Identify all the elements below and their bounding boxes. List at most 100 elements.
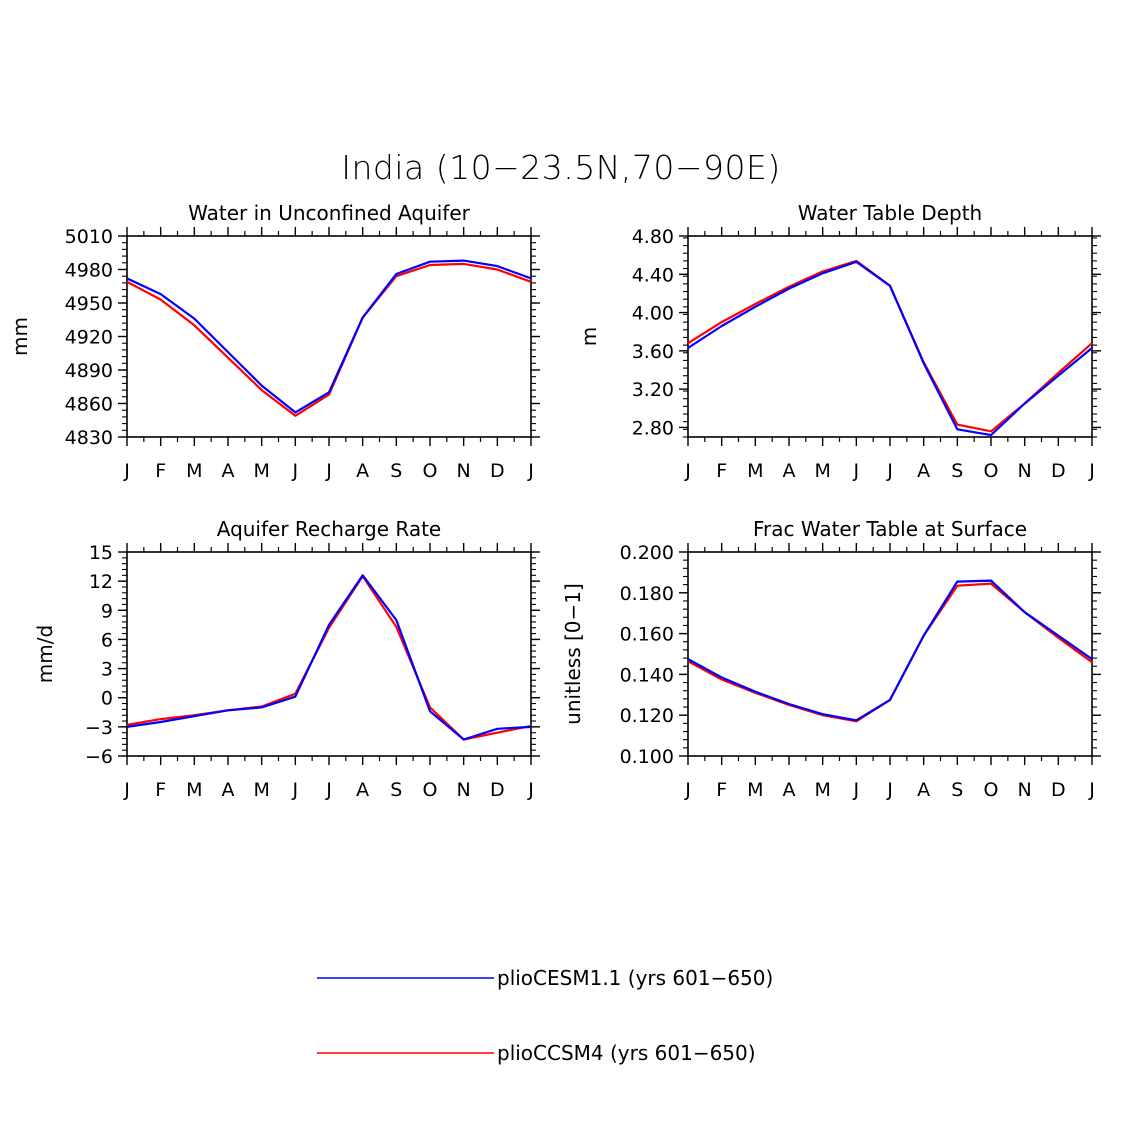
x-tick-label: A bbox=[917, 779, 930, 801]
x-tick-label: J bbox=[123, 779, 130, 801]
x-tick-label: J bbox=[1088, 460, 1095, 482]
y-tick-label: 4830 bbox=[65, 427, 113, 449]
x-tick-label: J bbox=[325, 779, 332, 801]
panel-title: Water in Unconfined Aquifer bbox=[188, 201, 471, 225]
y-tick-label: 4950 bbox=[65, 293, 113, 315]
x-tick-label: J bbox=[886, 460, 893, 482]
y-tick-label: 0.120 bbox=[620, 705, 674, 727]
x-tick-label: D bbox=[490, 779, 505, 801]
x-tick-label: J bbox=[292, 779, 299, 801]
y-tick-label: 3 bbox=[101, 659, 113, 681]
y-tick-label: 4980 bbox=[65, 260, 113, 282]
legend-item: plioCESM1.1 (yrs 601−650) bbox=[317, 966, 773, 990]
x-tick-label: O bbox=[423, 460, 438, 482]
y-tick-label: 15 bbox=[89, 542, 113, 564]
x-tick-label: N bbox=[1018, 460, 1032, 482]
x-tick-label: J bbox=[853, 779, 860, 801]
x-tick-label: M bbox=[747, 779, 763, 801]
y-tick-label: 4.80 bbox=[632, 226, 674, 248]
x-tick-label: A bbox=[917, 460, 930, 482]
y-tick-label: 0.200 bbox=[620, 542, 674, 564]
y-tick-label: 3.60 bbox=[632, 341, 674, 363]
y-tick-label: 4860 bbox=[65, 394, 113, 416]
x-tick-label: F bbox=[155, 460, 166, 482]
legend-label: plioCCSM4 (yrs 601−650) bbox=[497, 1041, 756, 1065]
series-line-plioccsm4 bbox=[126, 262, 532, 417]
legend: plioCESM1.1 (yrs 601−650) plioCCSM4 (yrs … bbox=[317, 966, 773, 1065]
plot-frame bbox=[687, 551, 1093, 757]
y-tick-label: −6 bbox=[85, 746, 113, 768]
x-tick-label: S bbox=[951, 779, 963, 801]
y-tick-label: 4.40 bbox=[632, 264, 674, 286]
x-tick-label: M bbox=[253, 779, 269, 801]
x-tick-label: N bbox=[1018, 779, 1032, 801]
panel-title: Frac Water Table at Surface bbox=[753, 517, 1027, 541]
series-line-pliocesm1-1 bbox=[687, 260, 1093, 437]
x-tick-label: J bbox=[886, 779, 893, 801]
x-tick-label: J bbox=[292, 460, 299, 482]
x-tick-label: S bbox=[390, 779, 402, 801]
y-axis-label: m bbox=[577, 327, 601, 346]
series-line-pliocesm1-1 bbox=[126, 259, 532, 414]
y-tick-label: 0.160 bbox=[620, 624, 674, 646]
y-axis-label: mm bbox=[8, 317, 32, 356]
panel-4: J F M A M J J A S O N D J0.1000.1200.1400.1600.1800.… bbox=[561, 517, 1101, 801]
x-tick-label: M bbox=[814, 779, 830, 801]
y-tick-label: 12 bbox=[89, 571, 113, 593]
x-tick-label: S bbox=[951, 460, 963, 482]
y-tick-label: 4.00 bbox=[632, 303, 674, 325]
x-tick-label: J bbox=[1088, 779, 1095, 801]
plot-frame bbox=[126, 235, 532, 438]
y-tick-label: 2.80 bbox=[632, 417, 674, 439]
series-line-plioccsm4 bbox=[126, 575, 532, 741]
plot-frame bbox=[126, 551, 532, 757]
x-tick-label: A bbox=[783, 460, 796, 482]
x-tick-label: M bbox=[186, 460, 202, 482]
panel-1: J F M A M J J A S O N D J483048604890492049504980501… bbox=[8, 201, 540, 482]
x-tick-label: D bbox=[1051, 460, 1066, 482]
x-tick-label: D bbox=[490, 460, 505, 482]
y-tick-label: 4920 bbox=[65, 327, 113, 349]
y-tick-label: 0.180 bbox=[620, 583, 674, 605]
y-tick-label: 5010 bbox=[65, 226, 113, 248]
y-tick-label: 0.140 bbox=[620, 664, 674, 686]
x-tick-label: J bbox=[684, 779, 691, 801]
plot-frame bbox=[687, 235, 1093, 438]
x-tick-label: F bbox=[716, 779, 727, 801]
y-tick-label: 3.20 bbox=[632, 379, 674, 401]
x-tick-label: M bbox=[814, 460, 830, 482]
series-line-pliocesm1-1 bbox=[687, 579, 1093, 722]
x-tick-label: O bbox=[984, 779, 999, 801]
y-axis-label: mm/d bbox=[33, 625, 57, 683]
x-tick-label: J bbox=[684, 460, 691, 482]
x-tick-label: J bbox=[123, 460, 130, 482]
x-tick-label: S bbox=[390, 460, 402, 482]
x-tick-label: F bbox=[716, 460, 727, 482]
y-axis-label: unitless [0−1] bbox=[561, 583, 585, 725]
x-tick-label: O bbox=[423, 779, 438, 801]
series-line-pliocesm1-1 bbox=[126, 574, 532, 741]
x-tick-label: N bbox=[457, 779, 471, 801]
y-tick-label: 4890 bbox=[65, 360, 113, 382]
x-tick-label: A bbox=[783, 779, 796, 801]
x-tick-label: J bbox=[325, 460, 332, 482]
x-tick-label: M bbox=[253, 460, 269, 482]
legend-label: plioCESM1.1 (yrs 601−650) bbox=[497, 966, 773, 990]
x-tick-label: J bbox=[853, 460, 860, 482]
y-tick-label: 6 bbox=[101, 629, 113, 651]
x-tick-label: A bbox=[222, 779, 235, 801]
chart-panels: J F M A M J J A S O N D J483048604890492049504980501… bbox=[8, 201, 1101, 801]
x-tick-label: O bbox=[984, 460, 999, 482]
y-tick-label: 0 bbox=[101, 688, 113, 710]
x-tick-label: A bbox=[356, 779, 369, 801]
x-tick-label: F bbox=[155, 779, 166, 801]
panel-2: J F M A M J J A S O N D J2.803.203.604.004.404.80Wat… bbox=[577, 201, 1101, 482]
panel-title: Aquifer Recharge Rate bbox=[217, 517, 442, 541]
x-tick-label: N bbox=[457, 460, 471, 482]
y-tick-label: −3 bbox=[85, 717, 113, 739]
panel-title: Water Table Depth bbox=[798, 201, 982, 225]
x-tick-label: M bbox=[186, 779, 202, 801]
legend-item: plioCCSM4 (yrs 601−650) bbox=[317, 1041, 756, 1065]
